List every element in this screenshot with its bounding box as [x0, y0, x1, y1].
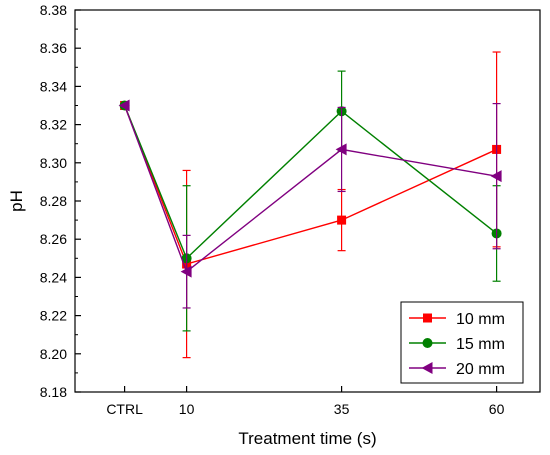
- legend-label: 10 mm: [456, 311, 505, 328]
- y-tick-label: 8.26: [40, 231, 67, 247]
- y-axis: 8.18 8.20 8.22 8.24 8.26 8.28 8.30 8.32 8.34 8.36…: [40, 2, 81, 400]
- y-axis-title: pH: [7, 190, 26, 212]
- x-axis: CTRL 10 35 60: [106, 386, 505, 417]
- y-tick-label: 8.30: [40, 155, 67, 171]
- series-2: [118, 99, 502, 309]
- legend-marker: [421, 362, 433, 374]
- y-tick-label: 8.20: [40, 346, 67, 362]
- x-tick-label: CTRL: [106, 401, 143, 417]
- series-line: [123, 105, 497, 265]
- x-axis-title: Treatment time (s): [238, 429, 376, 448]
- y-tick-label: 8.34: [40, 78, 67, 94]
- x-tick-label: 35: [334, 401, 350, 417]
- data-marks: [118, 51, 502, 359]
- y-tick-label: 8.24: [40, 269, 67, 285]
- legend-marker: [422, 338, 433, 348]
- data-point: [335, 143, 347, 156]
- data-point: [337, 215, 347, 225]
- legend: 10 mm 15 mm 20 mm: [400, 301, 524, 384]
- y-tick-label: 8.22: [40, 308, 67, 324]
- legend-label: 20 mm: [456, 361, 505, 378]
- data-point: [180, 265, 192, 278]
- series-1: [119, 70, 502, 332]
- y-tick-label: 8.18: [40, 384, 67, 400]
- y-tick-label: 8.36: [40, 40, 67, 56]
- x-tick-label: 10: [179, 401, 195, 417]
- data-point: [490, 170, 502, 183]
- y-tick-label: 8.28: [40, 193, 67, 209]
- series-line: [123, 105, 498, 260]
- legend-label: 15 mm: [456, 336, 505, 353]
- x-tick-label: 60: [489, 401, 505, 417]
- series-line: [123, 105, 497, 273]
- y-tick-label: 8.32: [40, 117, 67, 133]
- legend-marker: [423, 313, 432, 323]
- y-tick-label: 8.38: [40, 2, 67, 18]
- data-point: [118, 99, 130, 112]
